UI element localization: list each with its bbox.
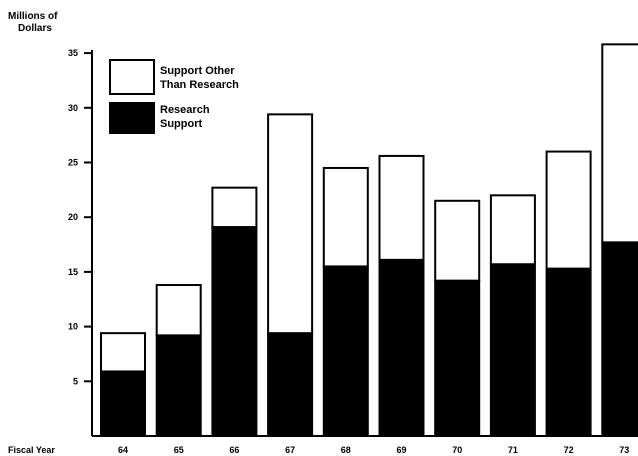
bar-research-support	[378, 258, 425, 437]
bar-support-other	[155, 284, 202, 337]
bar-support-other	[322, 166, 369, 268]
y-tick-label: 20	[68, 212, 78, 222]
bar-research-support	[601, 241, 638, 437]
legend-label-research-line2: Support	[160, 118, 202, 130]
bar-research-support	[545, 267, 592, 438]
x-tick-label: 67	[285, 445, 295, 455]
x-tick-label: 66	[229, 445, 239, 455]
legend-label-other-line1: Support Other	[160, 65, 235, 77]
x-tick-label: 70	[452, 445, 462, 455]
bar-research-support	[267, 332, 314, 437]
x-axis-ticks: 64 65 66 67 68 69 70 71 72 73	[118, 445, 629, 455]
x-tick-label: 69	[396, 445, 406, 455]
legend: Support Other Than Research Research Sup…	[109, 59, 239, 134]
x-tick-label: 64	[118, 445, 128, 455]
legend-swatch-other	[109, 59, 155, 95]
x-tick-label: 71	[508, 445, 518, 455]
legend-label-research-line1: Research	[160, 104, 210, 116]
y-tick-label: 30	[68, 103, 78, 113]
x-tick-label: 73	[619, 445, 629, 455]
y-tick-label: 5	[73, 376, 78, 386]
bar-support-other	[434, 199, 481, 282]
y-axis-label-line2: Dollars	[18, 23, 52, 34]
x-tick-label: 68	[341, 445, 351, 455]
bar-research-support	[322, 265, 369, 437]
bar-research-support	[100, 370, 146, 438]
y-tick-label: 10	[68, 322, 78, 332]
bar-support-other	[211, 186, 258, 229]
bar-support-other	[100, 332, 146, 373]
bar-research-support	[155, 334, 202, 437]
bar-research-support	[489, 263, 536, 437]
x-tick-label: 72	[564, 445, 574, 455]
y-axis-ticks: 5 10 15 20 25 30 35	[68, 48, 92, 386]
bar-support-other	[545, 150, 592, 270]
bar-support-other	[601, 43, 638, 244]
y-tick-label: 35	[68, 48, 78, 58]
y-tick-label: 15	[68, 267, 78, 277]
x-axis-label: Fiscal Year	[8, 445, 55, 455]
bars-group	[100, 43, 638, 438]
bar-support-other	[267, 113, 314, 335]
bar-support-other	[378, 154, 425, 261]
bar-support-other	[489, 194, 536, 266]
x-tick-label: 65	[174, 445, 184, 455]
bar-research-support	[211, 226, 258, 437]
bar-research-support	[434, 279, 481, 438]
legend-label-other-line2: Than Research	[160, 79, 239, 91]
y-tick-label: 25	[68, 158, 78, 168]
y-axis-label-line1: Millions of	[8, 11, 58, 22]
legend-swatch-research	[109, 102, 155, 134]
